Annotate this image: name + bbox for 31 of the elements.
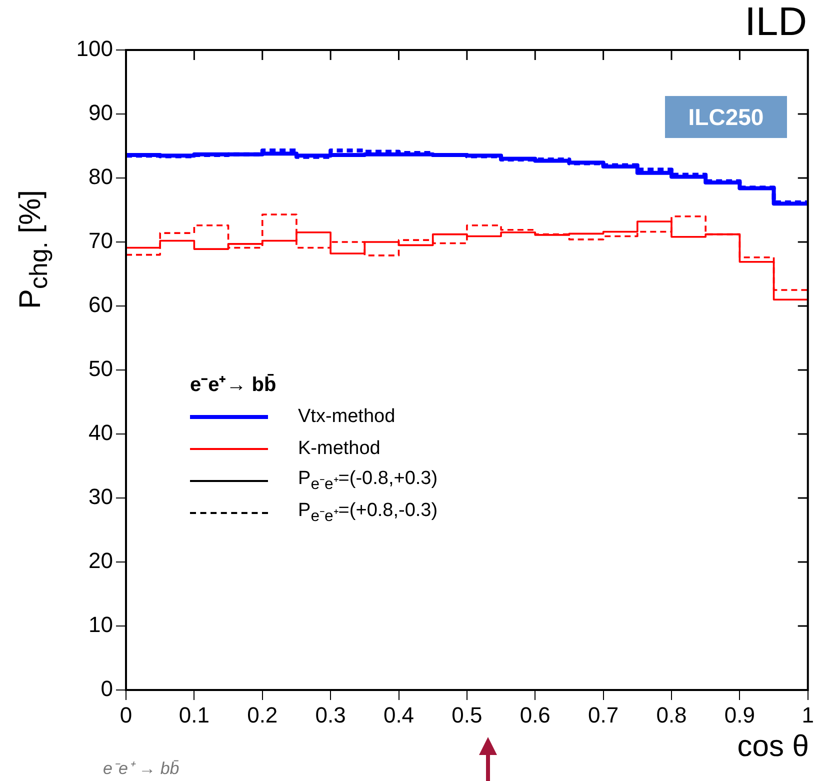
y-tick-label: 30 (88, 484, 113, 510)
chart-title: ILD (744, 0, 807, 45)
y-tick-label: 70 (88, 228, 113, 254)
y-tick-label: 0 (100, 676, 113, 702)
y-tick-label: 60 (88, 292, 113, 318)
annotation: P$_{e⁻e⁺}$=(+0.8,-0.3) (298, 500, 438, 526)
y-tick-label: 50 (88, 356, 113, 382)
x-tick-label: 0.6 (520, 702, 550, 728)
y-tick-label: 10 (88, 612, 113, 638)
y-tick-label: 40 (88, 420, 113, 446)
y-tick-label: 100 (76, 36, 113, 62)
x-tick-label: 0.1 (178, 702, 210, 728)
y-tick-label: 20 (88, 548, 113, 574)
annotation: ILC250 (665, 96, 787, 138)
x-tick-label: 0.8 (656, 702, 687, 728)
x-tick-label: 0.7 (588, 702, 619, 728)
x-tick-label: 0.2 (247, 702, 278, 728)
x-tick-label: 0.4 (383, 702, 414, 728)
x-tick-label: 0.9 (724, 702, 755, 728)
legend-title: e⁻e⁺→ bb̄ (190, 373, 278, 397)
text: e⁻e⁺ → bb̄ (103, 758, 180, 779)
x-tick-label: 0.3 (315, 702, 346, 728)
x-axis-title: cos θ (737, 730, 809, 764)
x-tick-label: 0 (120, 702, 132, 728)
y-tick-label: 80 (88, 164, 113, 190)
annotation: P$_{e⁻e⁺}$=(-0.8,+0.3) (298, 468, 438, 494)
legend-label: Vtx-method (298, 406, 396, 428)
x-tick-label: 0.5 (452, 702, 482, 728)
legend-label: K-method (298, 438, 380, 460)
x-tick-label: 1 (802, 702, 814, 728)
y-tick-label: 90 (88, 100, 113, 126)
